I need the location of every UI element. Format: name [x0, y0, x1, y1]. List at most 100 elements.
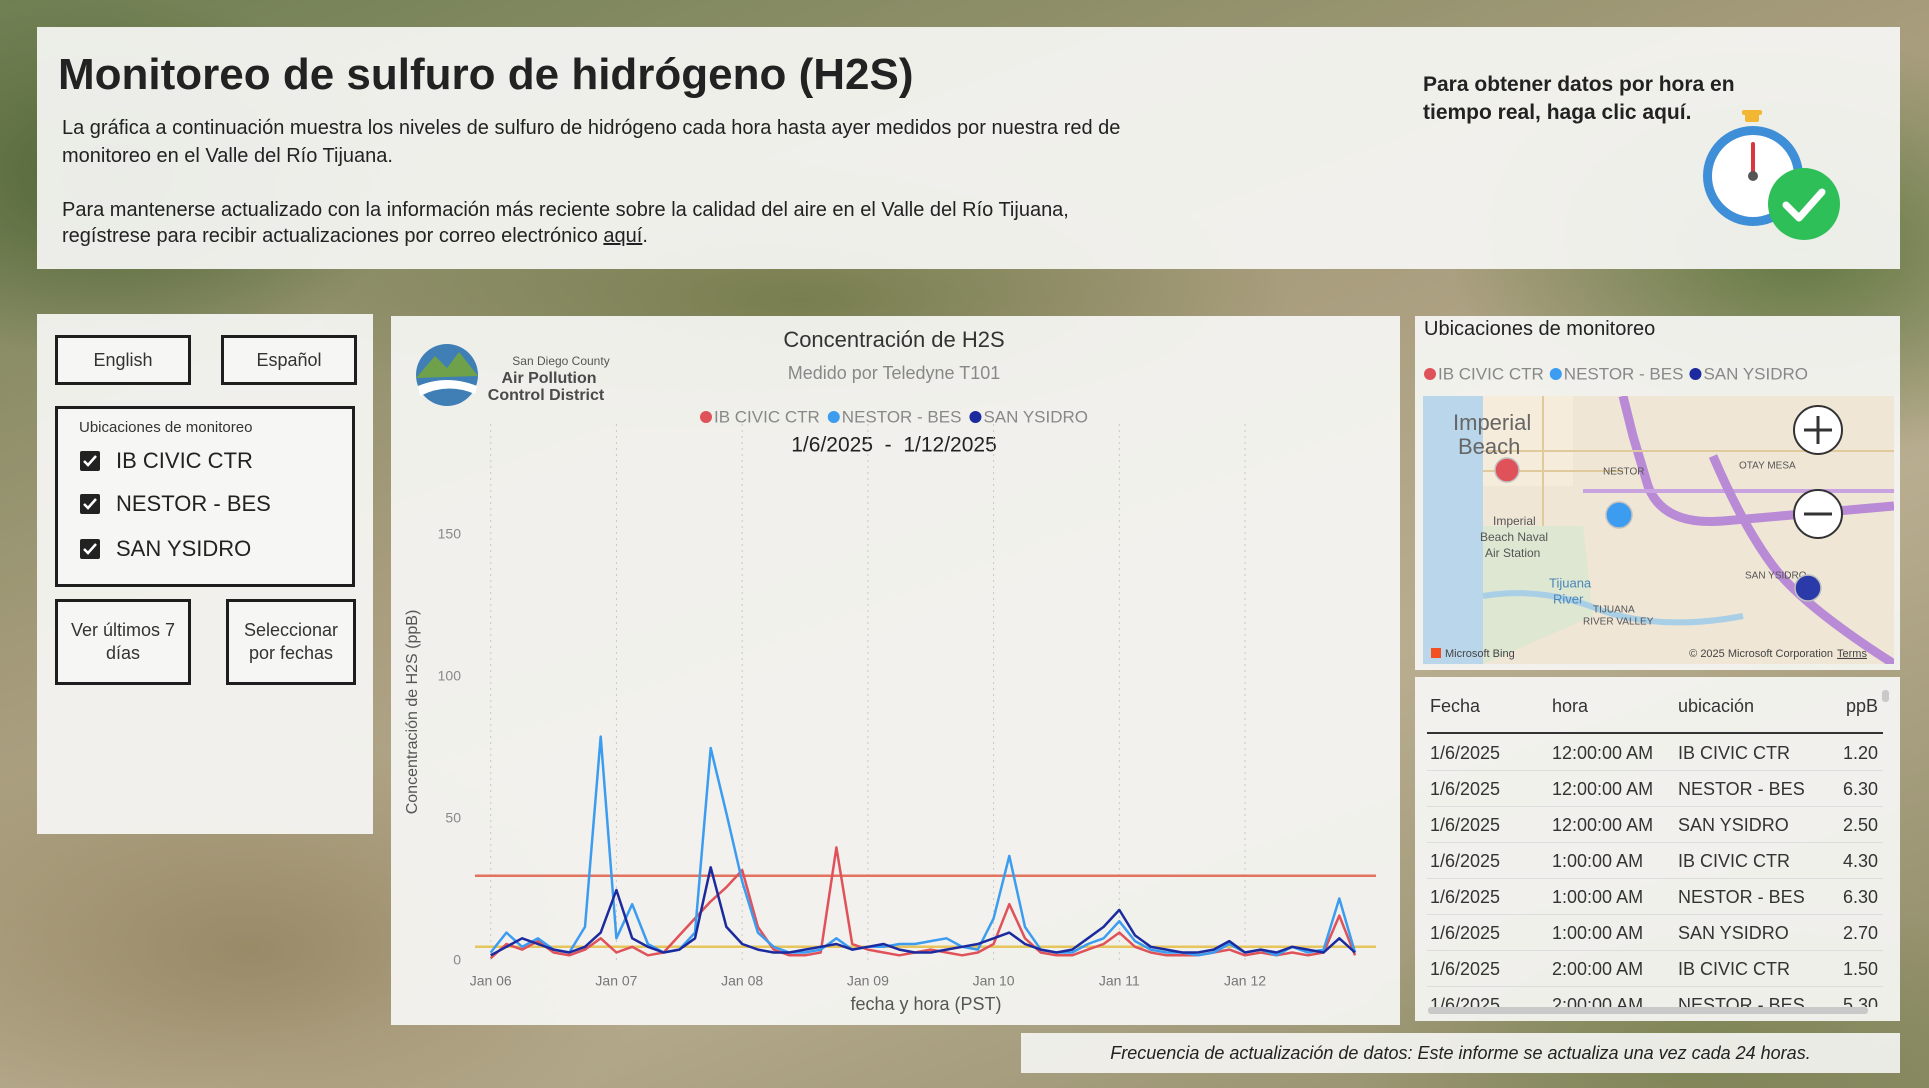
chart-subtitle: Medido por Teledyne T101: [788, 363, 1000, 383]
table-cell: 1/6/2025: [1430, 995, 1501, 1007]
y-tick-label: 150: [438, 526, 462, 542]
station-marker[interactable]: [1605, 501, 1633, 529]
chart-panel: [391, 316, 1400, 1025]
location-filter: [55, 406, 355, 587]
paragraph-line: Para mantenerse actualizado con la infor…: [62, 199, 1069, 221]
x-tick-label: Jan 09: [847, 973, 889, 989]
legend: IB CIVIC CTR NESTOR - BES SAN YSIDRO: [699, 407, 1088, 426]
table-cell: 1:00:00 AM: [1552, 923, 1644, 943]
scrollbar[interactable]: [1428, 1007, 1868, 1014]
zoom-in[interactable]: [1793, 405, 1843, 455]
table-cell: IB CIVIC CTR: [1678, 851, 1791, 871]
map-attribution: Microsoft Bing: [1445, 648, 1515, 660]
legend-label: NESTOR - BES: [842, 407, 962, 426]
table-cell: IB CIVIC CTR: [1678, 743, 1791, 763]
table-cell: 1.20: [1842, 743, 1878, 763]
language-button[interactable]: English: [55, 335, 191, 385]
page-title: Monitoreo de sulfuro de hidrógeno (H2S): [58, 50, 914, 99]
map-label: Imperial: [1453, 410, 1531, 435]
map-label: SAN YSIDRO: [1745, 571, 1807, 582]
table-cell: 12:00:00 AM: [1552, 815, 1654, 835]
row-rule: [1427, 950, 1883, 951]
table-cell: 6.30: [1842, 779, 1878, 799]
map-label: Air Station: [1485, 546, 1540, 560]
table-cell: 5.30: [1842, 995, 1878, 1007]
paragraph-end: .: [642, 225, 648, 247]
legend-label: IB CIVIC CTR: [714, 407, 820, 426]
x-axis-label: fecha y hora (PST): [850, 994, 1001, 1014]
subscribe-link[interactable]: aquí: [603, 225, 643, 247]
chart-title: Concentración de H2S: [783, 327, 1004, 352]
zoom-out[interactable]: [1793, 489, 1843, 539]
table-cell: 1/6/2025: [1430, 815, 1501, 835]
row-rule: [1427, 986, 1883, 987]
logo-text: San Diego County: [512, 354, 609, 368]
x-tick-label: Jan 08: [721, 973, 763, 989]
date-range: 1/6/2025 - 1/12/2025: [791, 434, 997, 457]
footer-panel: [1021, 1033, 1900, 1073]
legend-label: SAN YSIDRO: [1703, 364, 1808, 383]
map-label: Tijuana: [1549, 575, 1592, 590]
legend-label: IB CIVIC CTR: [1438, 364, 1544, 383]
checkbox-label: IB CIVIC CTR: [116, 448, 253, 473]
map-label: Beach Naval: [1480, 530, 1548, 544]
table-cell: 1/6/2025: [1430, 779, 1501, 799]
map-legend: IB CIVIC CTR NESTOR - BES SAN YSIDRO: [1424, 364, 1808, 383]
checkbox-label: NESTOR - BES: [116, 491, 271, 516]
table-cell: 1:00:00 AM: [1552, 887, 1644, 907]
data-table: Fecha hora ubicación ppB 1/6/2025 12:00:00 AM…: [1415, 677, 1900, 1007]
station-marker[interactable]: [1794, 574, 1822, 602]
column-header: hora: [1552, 696, 1589, 716]
stopwatch-icon[interactable]: [1700, 110, 1845, 245]
table-cell: IB CIVIC CTR: [1678, 959, 1791, 979]
table-cell: 12:00:00 AM: [1552, 743, 1654, 763]
y-axis-label: Concentración de H2S (ppB): [404, 610, 421, 815]
map-label: NESTOR: [1603, 467, 1645, 478]
y-tick-label: 50: [445, 810, 461, 826]
paragraph-line: La gráfica a continuación muestra los ni…: [62, 117, 1121, 139]
legend-label: NESTOR - BES: [1564, 364, 1684, 383]
last-7-days-button[interactable]: Ver últimos 7 días: [55, 599, 191, 685]
column-header: ppB: [1845, 696, 1878, 716]
select-dates-button[interactable]: Seleccionar por fechas: [226, 599, 356, 685]
x-tick-label: Jan 12: [1224, 973, 1266, 989]
table-cell: 1.50: [1842, 959, 1878, 979]
logo: San Diego County Air Pollution Control D…: [416, 344, 610, 406]
chart: San Diego County Air Pollution Control D…: [404, 327, 1376, 1014]
table-panel: [1415, 677, 1900, 1021]
legend-marker: [1424, 368, 1436, 380]
map-title: Ubicaciones de monitoreo: [1424, 318, 1656, 340]
logo-text: Air Pollution: [501, 370, 596, 387]
map-terms[interactable]: Terms: [1837, 648, 1867, 660]
legend-marker: [1549, 368, 1562, 380]
table-cell: 1:00:00 AM: [1552, 851, 1644, 871]
row-rule: [1427, 806, 1883, 807]
series-line: [489, 735, 1357, 957]
checkbox[interactable]: [80, 494, 100, 514]
table-cell: NESTOR - BES: [1678, 779, 1805, 799]
language-button[interactable]: Español: [221, 335, 357, 385]
x-tick-label: Jan 10: [973, 973, 1015, 989]
map-label: TIJUANA: [1593, 605, 1635, 616]
table-cell: 1/6/2025: [1430, 959, 1501, 979]
table-cell: 1/6/2025: [1430, 851, 1501, 871]
realtime-link[interactable]: Para obtener datos por hora en tiempo rea…: [1423, 71, 1735, 127]
table-cell: 12:00:00 AM: [1552, 779, 1654, 799]
legend-marker: [699, 411, 712, 423]
map-label: River: [1553, 591, 1584, 606]
checkbox[interactable]: [80, 539, 100, 559]
map-copyright: © 2025 Microsoft Corporation: [1689, 648, 1833, 660]
legend-marker: [1689, 368, 1702, 380]
series-line: [490, 866, 1356, 957]
x-tick-label: Jan 11: [1099, 973, 1140, 989]
filter-label: Ubicaciones de monitoreo: [79, 419, 253, 436]
row-rule: [1427, 914, 1883, 915]
column-header: ubicación: [1678, 696, 1755, 716]
scrollbar[interactable]: [1882, 690, 1889, 702]
paragraph-line: regístrese para recibir actualizaciones …: [62, 222, 648, 250]
station-marker[interactable]: [1494, 457, 1520, 483]
realtime-line: Para obtener datos por hora en: [1423, 73, 1735, 96]
checkbox[interactable]: [80, 451, 100, 471]
paragraph-line: monitoreo en el Valle del Río Tijuana.: [62, 145, 393, 167]
